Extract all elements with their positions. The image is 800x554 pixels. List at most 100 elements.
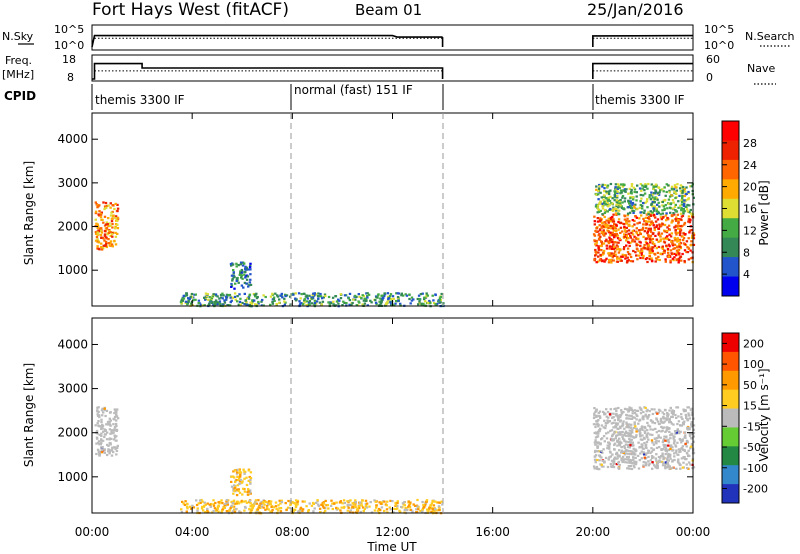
range-gate-cell [348,292,352,295]
range-gate-cell [647,424,650,427]
range-gate-cell [257,300,260,304]
range-gate-cell [436,501,439,504]
noise-right-label: N.Search [745,30,795,43]
range-gate-cell [624,440,628,443]
range-gate-cell [399,510,402,514]
range-gate-cell [626,256,629,259]
range-gate-cell [431,507,434,510]
range-gate-cell [233,469,237,472]
range-gate-cell [278,499,281,502]
range-gate-cell [644,201,647,204]
range-gate-cell [248,303,251,307]
range-gate-cell [113,436,117,439]
range-gate-cell [666,414,669,417]
range-gate-cell [264,295,267,299]
range-gate-cell [232,492,235,495]
range-gate-cell [238,491,242,494]
range-gate-cell [601,242,604,245]
range-gate-cell [396,507,399,510]
range-gate-cell [662,458,665,461]
range-gate-cell [604,183,607,187]
range-gate-cell [658,422,661,425]
range-gate-cell [649,198,653,201]
range-gate-cell [379,509,382,512]
range-gate-cell [374,299,377,302]
range-gate-cell [623,453,627,456]
range-gate-cell [676,460,680,463]
range-gate-cell [633,416,636,419]
range-gate-cell [660,232,664,235]
range-gate-cell [291,511,295,514]
range-gate-cell [663,223,667,227]
range-gate-cell [592,465,596,468]
range-gate-cell [656,251,660,254]
range-gate-cell [299,302,302,305]
range-gate-cell [653,198,657,201]
range-gate-cell [670,252,673,255]
range-gate-cell [667,243,671,246]
range-gate-cell [208,296,211,299]
range-gate-cell [615,213,618,216]
range-gate-cell [293,508,297,511]
range-gate-cell [103,408,106,412]
range-gate-cell [290,501,294,504]
range-gate-cell [184,300,188,303]
range-gate-cell [385,504,388,507]
range-gate-cell [602,426,605,429]
range-gate-cell [665,231,669,234]
colorbar-tick-label: 28 [743,137,757,150]
range-gate-cell [200,498,203,502]
range-gate-cell [243,262,246,265]
range-gate-cell [674,209,677,212]
range-gate-cell [313,299,317,302]
range-gate-cell [604,456,608,459]
range-gate-cell [673,213,676,216]
range-gate-cell [313,303,316,306]
range-gate-cell [675,210,679,213]
range-gate-cell [222,294,225,297]
range-gate-cell [651,467,654,470]
range-gate-cell [610,254,613,257]
range-gate-cell [623,246,626,249]
range-gate-cell [218,297,221,300]
range-gate-cell [375,302,378,306]
range-gate-cell [642,201,645,205]
range-gate-cell [294,297,297,300]
range-gate-cell [101,439,105,442]
range-gate-cell [391,295,395,298]
range-gate-cell [651,221,655,225]
range-gate-cell [351,301,354,305]
range-gate-cell [597,430,600,433]
range-gate-cell [678,450,681,453]
range-gate-cell [635,418,638,421]
range-gate-cell [98,443,101,446]
range-gate-cell [249,268,252,271]
range-gate-cell [101,445,104,449]
range-gate-cell [348,303,351,306]
range-gate-cell [603,419,606,422]
range-gate-cell [596,442,599,445]
range-gate-cell [221,502,224,505]
range-gate-cell [674,186,677,189]
range-gate-cell [644,216,648,219]
range-gate-cell [604,424,607,427]
range-gate-cell [657,245,661,249]
range-gate-cell [656,203,659,206]
range-gate-cell [680,200,684,204]
range-gate-cell [651,456,654,459]
range-gate-cell [244,470,247,473]
range-gate-cell [667,255,670,258]
range-gate-cell [96,231,99,234]
range-gate-cell [239,263,243,266]
range-gate-cell [642,185,646,188]
range-gate-cell [354,511,358,514]
range-gate-cell [621,435,624,438]
range-gate-cell [660,425,663,428]
range-gate-cell [395,292,398,295]
range-gate-cell [637,422,640,425]
range-gate-cell [323,293,327,296]
yaxis-tick-label: 4000 [57,337,88,351]
range-gate-cell [689,463,692,466]
range-gate-cell [670,185,674,188]
range-gate-cell [190,296,194,299]
